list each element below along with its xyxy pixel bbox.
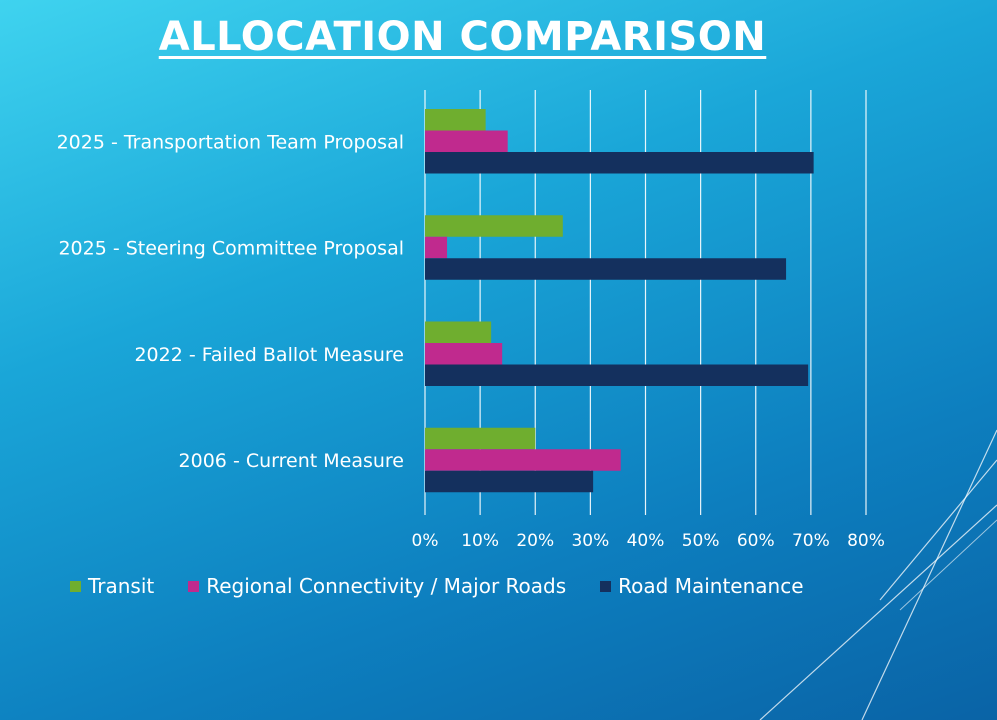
bar-regional <box>425 236 448 259</box>
bar-transit <box>425 321 492 343</box>
x-tick-label: 50% <box>682 531 720 551</box>
bar-transit <box>425 109 486 131</box>
tick-labels: 0% 10% 20% 30% 40% 50% 60% 70% 80% <box>412 531 885 551</box>
bar-regional <box>425 449 621 471</box>
category-label: 2006 - Current Measure <box>179 450 404 472</box>
x-tick-label: 60% <box>737 531 775 551</box>
category-label: 2022 - Failed Ballot Measure <box>134 344 404 366</box>
legend-swatch-maintenance <box>600 580 612 592</box>
x-tick-label: 0% <box>412 531 439 551</box>
legend-label-regional: Regional Connectivity / Major Roads <box>206 574 567 598</box>
legend-item-regional: Regional Connectivity / Major Roads <box>188 574 566 598</box>
legend-item-maintenance: Road Maintenance <box>600 574 804 598</box>
slide-title: ALLOCATION COMPARISON <box>158 14 767 60</box>
legend-label-maintenance: Road Maintenance <box>618 574 804 598</box>
legend-swatch-regional <box>188 580 200 592</box>
bar-regional <box>425 130 508 152</box>
bar-maintenance <box>425 470 594 493</box>
bar-maintenance <box>425 258 787 280</box>
x-tick-label: 10% <box>461 531 499 551</box>
x-tick-label: 40% <box>627 531 665 551</box>
category-label: 2025 - Transportation Team Proposal <box>57 131 404 153</box>
bar-maintenance <box>425 364 809 386</box>
bar-regional <box>425 343 503 365</box>
bars <box>425 109 814 493</box>
x-tick-label: 80% <box>847 531 885 551</box>
bar-transit <box>425 215 563 237</box>
category-labels: 2025 - Transportation Team Proposal 2025 … <box>57 131 404 472</box>
legend: Transit Regional Connectivity / Major Ro… <box>70 574 838 598</box>
legend-label-transit: Transit <box>88 574 155 598</box>
legend-swatch-transit <box>70 580 81 592</box>
legend-item-transit: Transit <box>70 574 154 598</box>
category-label: 2025 - Steering Committee Proposal <box>58 238 404 260</box>
x-tick-label: 30% <box>571 531 609 551</box>
bar-maintenance <box>425 152 814 174</box>
bar-transit <box>425 427 536 450</box>
x-tick-label: 20% <box>516 531 554 551</box>
x-tick-label: 70% <box>792 531 830 551</box>
